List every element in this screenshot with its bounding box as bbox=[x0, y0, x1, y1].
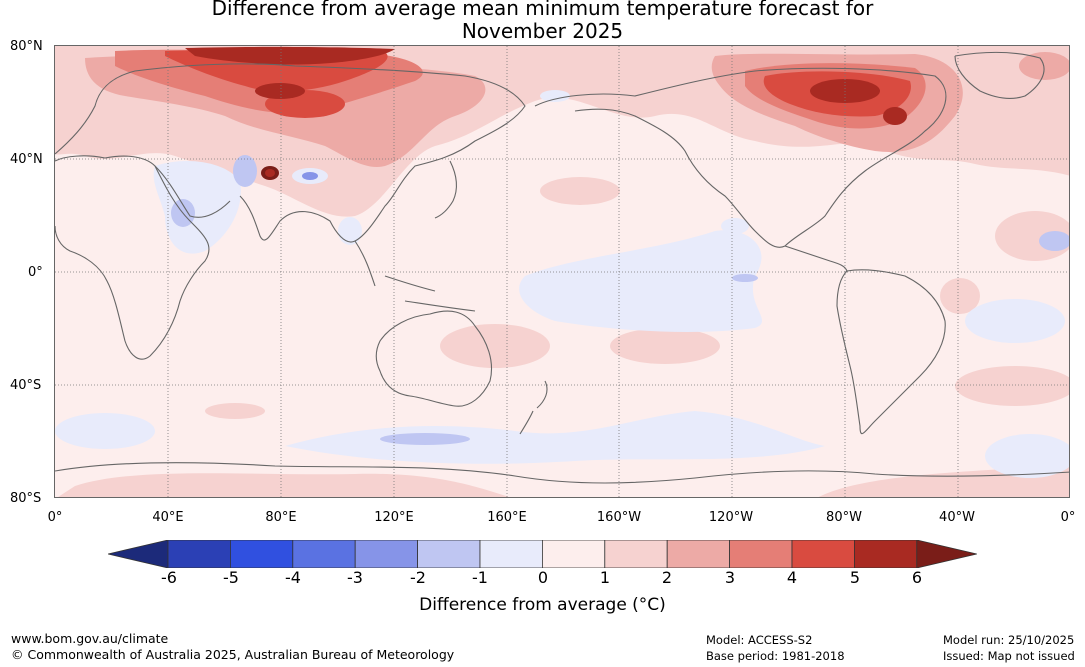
coastline-japan bbox=[434, 160, 457, 219]
footer-website-link[interactable]: www.bom.gov.au/climate bbox=[11, 631, 169, 646]
anomaly-1-2-australia bbox=[440, 324, 550, 368]
title-line-2: November 2025 bbox=[461, 19, 624, 43]
colorbar-segment bbox=[541, 540, 606, 568]
lon-label-40w: 40°W bbox=[939, 510, 975, 525]
lon-label-0-right: 0° bbox=[1060, 510, 1076, 525]
colorbar-segment bbox=[230, 540, 294, 568]
lat-label-80s: 80°S bbox=[10, 491, 42, 506]
anomaly-neg-southern-core bbox=[380, 433, 470, 445]
colorbar-tick-label: 5 bbox=[849, 568, 861, 587]
colorbar-segment bbox=[854, 540, 918, 568]
coastline-se-asia bbox=[354, 240, 476, 312]
anomaly-neg-southern-ocean bbox=[285, 411, 825, 464]
coastline-eurasia bbox=[55, 63, 526, 243]
lat-label-40s: 40°S bbox=[10, 378, 42, 393]
colorbar-tick-label: -1 bbox=[472, 568, 488, 587]
anomaly-5-6-quebec bbox=[883, 107, 907, 125]
anomaly-2-3-greenland bbox=[1019, 52, 1069, 80]
anomaly-neg-n-atlantic bbox=[1039, 231, 1069, 251]
colorbar-segment bbox=[729, 540, 793, 568]
coastline-africa bbox=[55, 155, 210, 360]
anomaly-neg-mexico bbox=[721, 218, 749, 234]
anomaly-neg-s-atlantic bbox=[55, 413, 155, 449]
lon-label-160w: 160°W bbox=[596, 510, 642, 525]
coastline-central-america bbox=[784, 245, 848, 272]
lon-label-80w: 80°W bbox=[826, 510, 862, 525]
anomaly-1-2-brazil bbox=[940, 278, 980, 314]
colorbar-tick-label: -4 bbox=[285, 568, 301, 587]
anomaly-neg-iran bbox=[233, 155, 257, 187]
anomaly-hotspot-core bbox=[265, 169, 275, 177]
colorbar-segment bbox=[167, 540, 231, 568]
lon-label-40e: 40°E bbox=[152, 510, 184, 525]
anomaly-neg-indochina bbox=[338, 217, 362, 245]
colorbar-tick-label: 6 bbox=[911, 568, 923, 587]
anomaly-1-2-s-indian bbox=[205, 403, 265, 419]
coastline-australia bbox=[375, 310, 493, 407]
colorbar-extend-low bbox=[108, 540, 169, 568]
map-title: Difference from average mean minimum tem… bbox=[0, 0, 1085, 43]
footer-left: www.bom.gov.au/climate © Commonwealth of… bbox=[11, 631, 454, 663]
lat-label-40n: 40°N bbox=[10, 152, 43, 167]
map-svg bbox=[55, 46, 1069, 497]
colorbar-tick-label: -2 bbox=[410, 568, 426, 587]
anomaly-neg-s-atlantic-east bbox=[985, 434, 1069, 478]
footer-model-run: Model run: 25/10/2025 bbox=[943, 633, 1075, 647]
colorbar-tick-label: 2 bbox=[661, 568, 673, 587]
anomaly-neg-pacific-core bbox=[732, 274, 758, 282]
colorbar-tick-label: 0 bbox=[537, 568, 549, 587]
footer-copyright: © Commonwealth of Australia 2025, Austra… bbox=[11, 647, 455, 662]
coastlines bbox=[55, 51, 1069, 484]
colorbar-tick-label: 1 bbox=[599, 568, 611, 587]
colorbar-tick-label: -6 bbox=[161, 568, 177, 587]
colorbar-extend-high bbox=[916, 540, 977, 568]
colorbar-tick-label: 3 bbox=[724, 568, 736, 587]
colorbar-segment bbox=[479, 540, 543, 568]
footer-issued: Issued: Map not issued bbox=[943, 649, 1075, 663]
anomaly-neg-tibet-core bbox=[302, 172, 318, 180]
colorbar-segment bbox=[417, 540, 481, 568]
anomaly-neg-equatorial-pacific bbox=[519, 230, 763, 332]
coastline-south-america bbox=[836, 269, 946, 435]
colorbar-title: Difference from average (°C) bbox=[419, 595, 666, 615]
anomaly-neg-arabia bbox=[153, 161, 241, 254]
lon-label-120w: 120°W bbox=[708, 510, 754, 525]
forecast-map[interactable] bbox=[54, 45, 1070, 498]
colorbar-segment bbox=[604, 540, 668, 568]
anomaly-neg-trop-atlantic bbox=[965, 299, 1065, 343]
colorbar-segment bbox=[666, 540, 731, 568]
colorbar-tick-label: -5 bbox=[223, 568, 239, 587]
colorbar-segment bbox=[292, 540, 356, 568]
anomaly-1-2-antarctic bbox=[58, 473, 509, 497]
footer-base-period: Base period: 1981-2018 bbox=[706, 649, 845, 663]
colorbar-tick-label: -3 bbox=[347, 568, 363, 587]
coastline-greenland bbox=[954, 51, 1045, 100]
coastline-north-america bbox=[534, 67, 947, 248]
footer-run-info: Model run: 25/10/2025 Issued: Map not is… bbox=[943, 632, 1075, 664]
coastline-new-zealand bbox=[519, 380, 548, 435]
footer-model-info: Model: ACCESS-S2 Base period: 1981-2018 bbox=[706, 632, 845, 664]
title-line-1: Difference from average mean minimum tem… bbox=[211, 0, 874, 20]
anomaly-1-2-atlantic bbox=[955, 366, 1069, 406]
colorbar-segment bbox=[791, 540, 855, 568]
anomaly-5-6-siberia bbox=[255, 83, 305, 99]
colorbar-segment bbox=[354, 540, 418, 568]
lat-label-80n: 80°N bbox=[10, 39, 43, 54]
anomaly-1-2-pacific bbox=[540, 177, 620, 205]
lon-label-80e: 80°E bbox=[265, 510, 297, 525]
lon-label-0-left: 0° bbox=[47, 510, 63, 525]
coastline-arabia bbox=[154, 165, 231, 218]
coastline-antarctica bbox=[55, 462, 1069, 484]
colorbar-tick-label: 4 bbox=[786, 568, 798, 587]
footer-model: Model: ACCESS-S2 bbox=[706, 633, 813, 647]
lon-label-120e: 120°E bbox=[374, 510, 414, 525]
lon-label-160e: 160°E bbox=[487, 510, 527, 525]
graticule bbox=[55, 46, 1069, 497]
colorbar bbox=[108, 540, 977, 568]
anomaly-5-6-arctic bbox=[185, 46, 395, 65]
anomaly-neg-bering bbox=[540, 90, 570, 102]
anomaly-1-2-south-pacific bbox=[610, 328, 720, 364]
lat-label-0: 0° bbox=[28, 265, 43, 280]
